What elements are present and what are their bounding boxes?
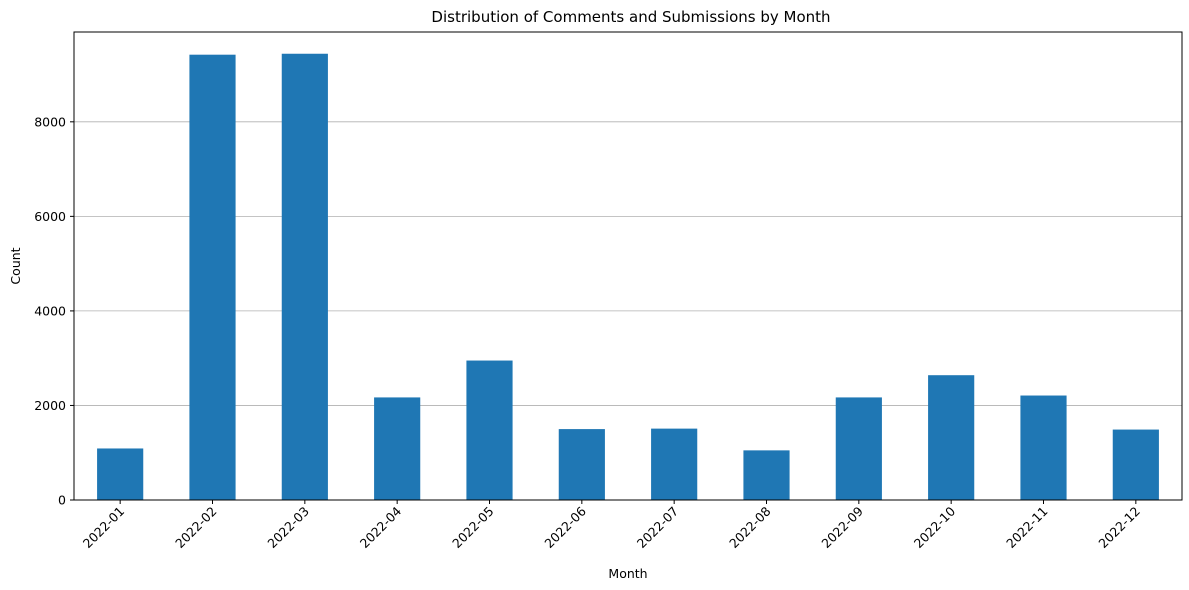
y-tick-label: 8000	[34, 114, 66, 129]
bar-2022-09	[835, 397, 882, 500]
y-tick-label: 6000	[34, 209, 66, 224]
bar-2022-04	[374, 397, 421, 500]
x-axis-label: Month	[608, 566, 647, 581]
chart-title: Distribution of Comments and Submissions…	[431, 8, 830, 26]
x-tick-label: 2022-02	[172, 504, 220, 552]
bar-2022-12	[1112, 429, 1159, 500]
bar-2022-03	[281, 53, 328, 500]
bar-2022-02	[189, 54, 236, 500]
x-tick-label: 2022-04	[357, 503, 405, 551]
bar-2022-08	[743, 450, 790, 500]
x-tick-label: 2022-06	[541, 503, 589, 551]
x-tick-label: 2022-12	[1095, 504, 1143, 552]
x-tick-label: 2022-07	[634, 504, 682, 552]
bar-2022-05	[466, 360, 513, 500]
y-tick-label: 0	[58, 493, 66, 508]
x-tick-label: 2022-10	[911, 503, 959, 551]
bars	[97, 53, 1159, 500]
bar-2022-06	[558, 429, 605, 500]
bar-2022-10	[928, 375, 975, 500]
plot-frame	[73, 31, 1183, 501]
y-tick-label: 4000	[34, 303, 66, 318]
bar-2022-11	[1020, 395, 1067, 500]
x-tick-label: 2022-05	[449, 504, 497, 552]
x-tick-label: 2022-01	[80, 504, 128, 552]
bar-2022-01	[97, 448, 144, 500]
gridlines	[74, 121, 1182, 406]
x-tick-label: 2022-09	[818, 503, 866, 551]
x-axis-ticks: 2022-01 2022-02 2022-03 2022-04 2022-05 2022-…	[80, 500, 1143, 551]
x-tick-label: 2022-11	[1003, 504, 1051, 552]
y-axis-label: Count	[8, 247, 23, 284]
y-tick-label: 2000	[34, 398, 66, 413]
x-tick-label: 2022-03	[264, 504, 312, 552]
y-axis-ticks: 0 2000 4000 6000 8000	[34, 114, 74, 508]
bar-2022-07	[651, 428, 698, 500]
x-tick-label: 2022-08	[726, 503, 774, 551]
